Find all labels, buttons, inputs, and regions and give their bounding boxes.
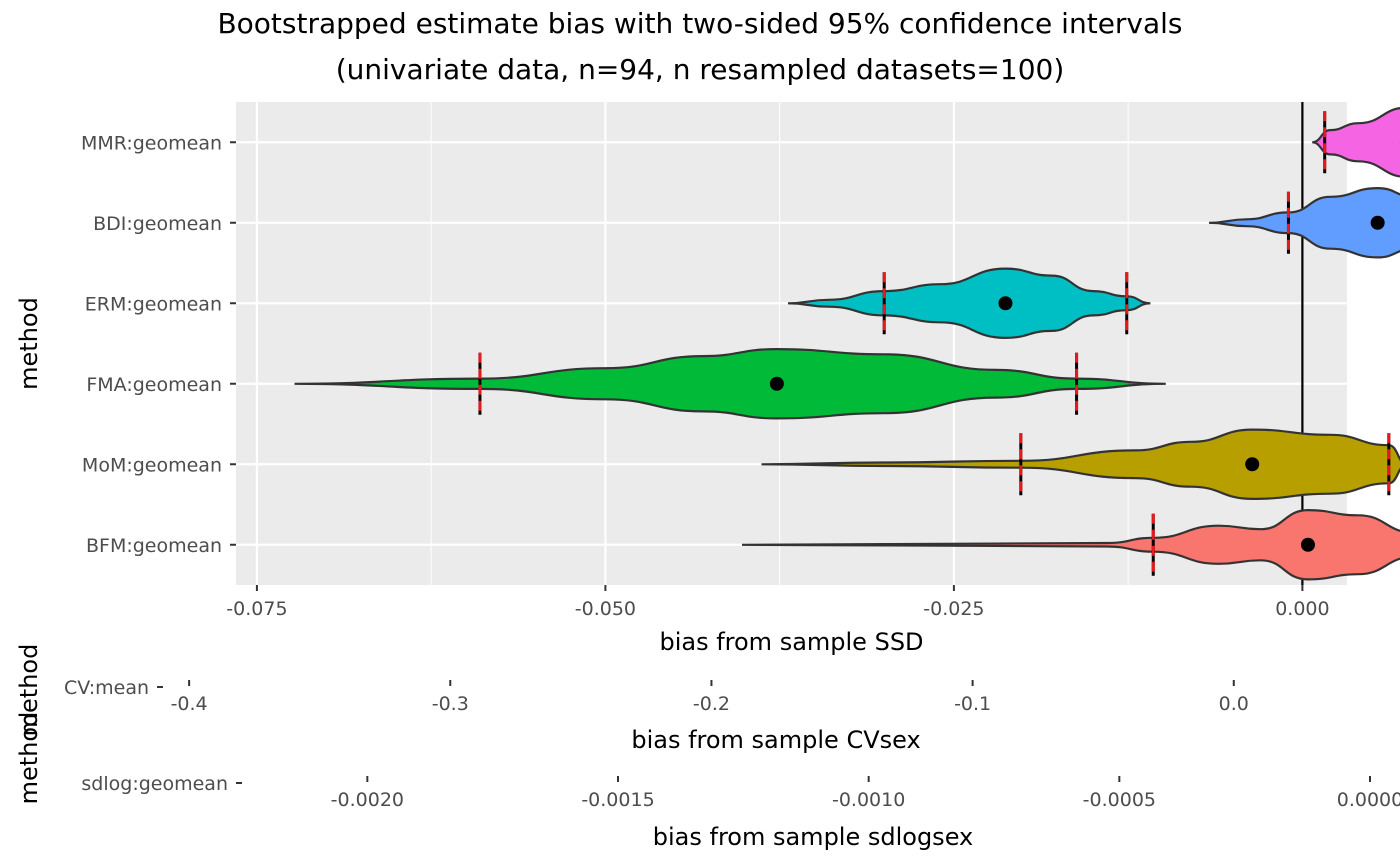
x-axis-title: bias from sample CVsex — [631, 726, 920, 754]
violin-bfm-geomean — [741, 508, 1400, 581]
x-tick-label: -0.075 — [226, 598, 287, 620]
plot-panel — [236, 102, 1347, 585]
point-estimate-erm-geomean — [998, 296, 1013, 311]
y-tick-label: sdlog:geomean — [81, 773, 228, 795]
violin-mom-geomean — [761, 428, 1400, 501]
y-tick-label: MMR:geomean — [81, 132, 222, 154]
y-tick-label: CV:mean — [64, 677, 149, 699]
y-axis-title: method — [15, 297, 43, 390]
chart-title-line2: (univariate data, n=94, n resampled data… — [336, 53, 1065, 86]
chart-title-line1: Bootstrapped estimate bias with two-side… — [217, 7, 1182, 40]
x-tick-label: -0.050 — [575, 598, 636, 620]
x-tick-label: -0.2 — [693, 693, 730, 715]
x-tick-label: 0.000 — [1275, 598, 1329, 620]
violin-fma-geomean — [294, 347, 1167, 420]
x-tick-label: -0.0010 — [832, 789, 905, 811]
violin-bdi-geomean — [1208, 186, 1400, 259]
x-tick-label: 0.0000 — [1337, 789, 1400, 811]
violin-erm-geomean — [787, 267, 1152, 340]
y-tick-label: BFM:geomean — [86, 535, 222, 557]
y-axis-title: method — [15, 644, 43, 737]
x-tick-label: -0.0020 — [331, 789, 404, 811]
point-estimate-mom-geomean — [1245, 457, 1260, 472]
y-tick-label: ERM:geomean — [85, 293, 222, 315]
y-axis-title: method — [15, 712, 43, 805]
point-estimate-bdi-geomean — [1370, 215, 1385, 230]
x-tick-label: -0.025 — [923, 598, 984, 620]
y-tick-label: BDI:geomean — [93, 213, 222, 235]
point-estimate-bfm-geomean — [1300, 537, 1315, 552]
x-tick-label: -0.0015 — [581, 789, 654, 811]
x-axis-title: bias from sample sdlogsex — [653, 823, 973, 851]
point-estimate-fma-geomean — [769, 376, 784, 391]
x-tick-label: -0.1 — [954, 693, 991, 715]
x-tick-label: -0.4 — [171, 693, 208, 715]
x-axis-title: bias from sample SSD — [659, 628, 923, 656]
y-tick-label: MoM:geomean — [82, 454, 222, 476]
violin-mmr-geomean — [1312, 107, 1400, 178]
x-tick-label: 0.0 — [1219, 693, 1249, 715]
y-tick-label: FMA:geomean — [86, 374, 222, 396]
x-tick-label: -0.3 — [432, 693, 469, 715]
x-tick-label: -0.0005 — [1083, 789, 1156, 811]
